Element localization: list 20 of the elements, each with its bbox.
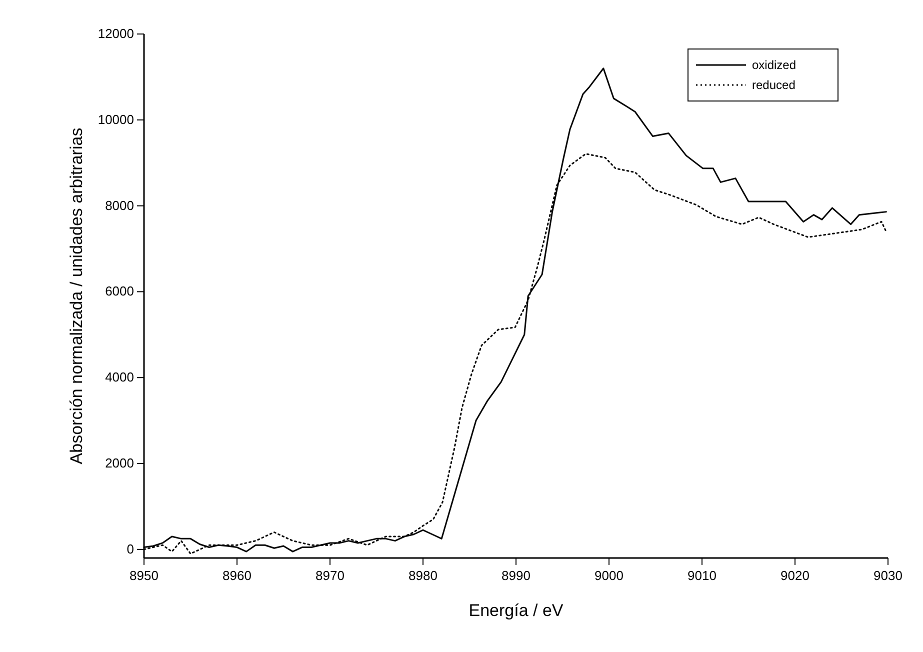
x-tick-label: 9000 [594, 568, 624, 583]
y-tick-label: 12000 [98, 26, 134, 41]
x-tick-label: 9020 [780, 568, 810, 583]
x-tick-label: 8970 [316, 568, 344, 583]
x-tick-label: 8950 [130, 568, 158, 583]
y-axis-title: Absorción normalizada / unidades arbitrarias [67, 128, 86, 464]
x-tick-label: 8980 [408, 568, 438, 583]
y-tick-label: 2000 [105, 456, 134, 471]
x-tick-label: 8990 [502, 568, 530, 583]
x-tick-label: 8960 [222, 568, 252, 583]
legend-label: reduced [752, 78, 796, 92]
x-tick-label: 9030 [874, 568, 902, 583]
x-tick-label: 9010 [688, 568, 716, 583]
y-tick-label: 4000 [105, 370, 134, 385]
y-tick-label: 8000 [105, 198, 134, 213]
y-tick-label: 0 [126, 541, 134, 556]
legend-label: oxidized [752, 58, 796, 72]
y-tick-label: 6000 [105, 284, 134, 299]
y-tick-label: 10000 [98, 112, 134, 127]
x-axis-title: Energía / eV [468, 601, 564, 620]
